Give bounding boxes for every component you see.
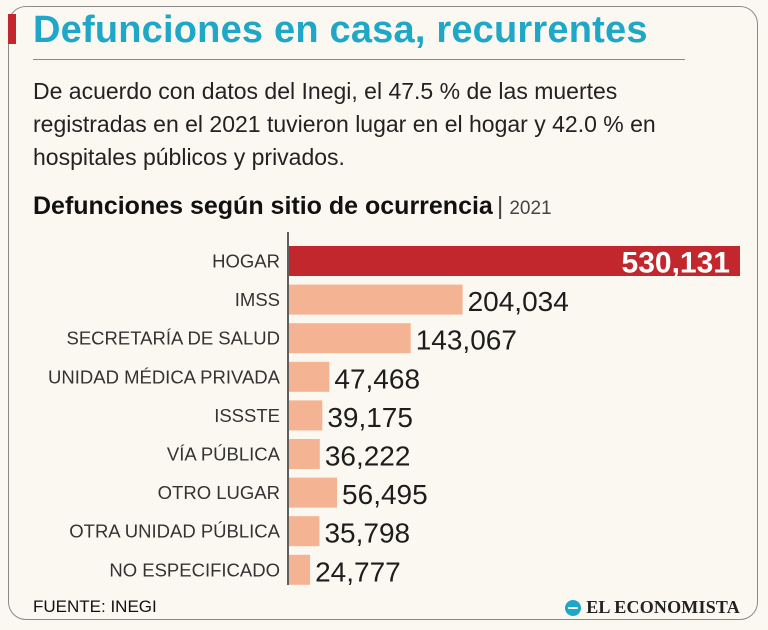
category-label: OTRO LUGAR <box>158 482 280 503</box>
bar <box>289 246 740 276</box>
brand-logo: EL ECONOMISTA <box>565 597 740 618</box>
bar <box>289 439 320 469</box>
category-label: SECRETARÍA DE SALUD <box>67 328 281 349</box>
data-label: 530,131 <box>622 247 730 280</box>
category-label: ISSSTE <box>214 405 280 426</box>
title-accent-bar <box>8 14 16 44</box>
brand-icon <box>565 599 582 616</box>
category-label: NO ESPECIFICADO <box>109 559 280 580</box>
data-label: 47,468 <box>334 363 420 394</box>
category-label: IMSS <box>235 289 280 310</box>
bar <box>289 361 330 392</box>
chart-heading: Defunciones según sitio de ocurrencia | 20… <box>33 191 552 224</box>
page-title: Defunciones en casa, recurrentes <box>33 9 648 51</box>
chart-year: 2021 <box>509 198 552 219</box>
bar <box>289 284 463 315</box>
description-text: De acuerdo con datos del Inegi, el 47.5 … <box>33 78 656 170</box>
data-label: 204,034 <box>468 286 569 317</box>
data-label: 35,798 <box>324 518 410 549</box>
category-label: OTRA UNIDAD PÚBLICA <box>69 521 280 542</box>
data-label: 56,495 <box>342 479 428 510</box>
data-label: 143,067 <box>416 325 517 356</box>
brand-name: EL ECONOMISTA <box>586 597 740 617</box>
category-label: HOGAR <box>212 251 280 272</box>
bar <box>289 516 320 547</box>
data-label: 39,175 <box>327 402 413 433</box>
bar <box>289 554 311 585</box>
bar <box>289 323 411 354</box>
bar-chart: HOGAR 530,131 IMSS 204,034 SECRETARÍA DE SAL… <box>48 232 740 587</box>
source-note: FUENTE: INEGI <box>33 597 157 616</box>
title-divider <box>33 59 685 60</box>
bar <box>289 400 323 431</box>
category-label: UNIDAD MÉDICA PRIVADA <box>48 366 281 387</box>
data-label: 24,777 <box>315 556 401 587</box>
chart-title-separator: | <box>496 192 504 220</box>
data-label: 36,222 <box>325 441 411 472</box>
category-label: VÍA PÚBLICA <box>167 444 281 465</box>
bar <box>289 477 338 508</box>
chart-title: Defunciones según sitio de ocurrencia <box>33 192 493 220</box>
